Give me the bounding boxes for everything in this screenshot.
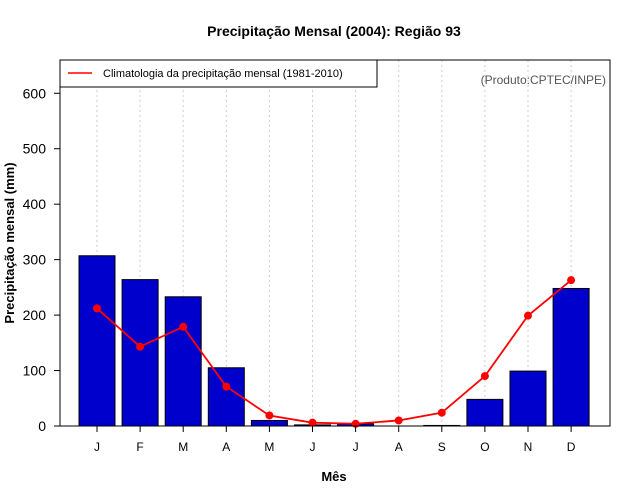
- y-tick-label: 500: [23, 141, 47, 157]
- climatology-line: [96, 279, 572, 425]
- x-axis-label: Mês: [321, 469, 346, 484]
- climatology-point-10: [524, 311, 532, 320]
- x-tick-label: J: [353, 440, 359, 454]
- y-tick-label: 200: [23, 307, 47, 323]
- x-tick-label: A: [222, 440, 230, 454]
- x-tick-label: J: [310, 440, 316, 454]
- bar-0: [78, 255, 116, 427]
- x-tick-label: J: [94, 440, 100, 454]
- bar-1: [121, 279, 159, 427]
- bar-2: [164, 296, 202, 427]
- climatology-point-2: [179, 322, 188, 331]
- x-tick-label: M: [264, 440, 274, 454]
- x-tick-label: S: [438, 440, 446, 454]
- bar-series: [78, 255, 590, 427]
- climatology-point-7: [394, 416, 403, 425]
- bar-4: [250, 419, 288, 427]
- x-tick-label: D: [567, 440, 576, 454]
- climatology-point-8: [437, 408, 446, 417]
- climatology-point-4: [265, 411, 274, 420]
- product-annotation: (Produto:CPTEC/INPE): [481, 73, 606, 87]
- climatology-point-3: [222, 382, 231, 391]
- legend-box: [59, 59, 378, 88]
- legend-entry-climatology: Climatologia da precipitação mensal (198…: [103, 68, 343, 80]
- y-tick-label: 100: [23, 363, 47, 379]
- climatology-point-11: [567, 276, 576, 285]
- y-tick-label: 0: [38, 418, 46, 434]
- legend: Climatologia da precipitação mensal (198…: [59, 59, 378, 88]
- y-tick-label: 600: [23, 85, 47, 101]
- bar-11: [552, 287, 590, 427]
- chart-title: Precipitação Mensal (2004): Região 93: [207, 23, 461, 39]
- climatology-point-0: [93, 304, 101, 313]
- bar-10: [509, 370, 547, 427]
- y-axis: 0 100 200 300 400 500 600: [23, 85, 60, 434]
- climatology-point-1: [136, 342, 145, 351]
- y-tick-label: 400: [23, 196, 47, 212]
- bar-3: [207, 367, 245, 427]
- x-tick-label: N: [524, 440, 533, 454]
- climatology-point-5: [308, 418, 317, 427]
- bar-9: [466, 398, 504, 427]
- climatology-point-9: [480, 372, 489, 381]
- x-tick-label: A: [395, 440, 403, 454]
- x-tick-label: M: [178, 440, 188, 454]
- y-tick-label: 300: [23, 252, 47, 268]
- y-axis-label: Precipitação mensal (mm): [2, 162, 17, 323]
- climatology-series: [93, 276, 576, 428]
- x-tick-label: O: [480, 440, 489, 454]
- x-tick-label: F: [136, 440, 143, 454]
